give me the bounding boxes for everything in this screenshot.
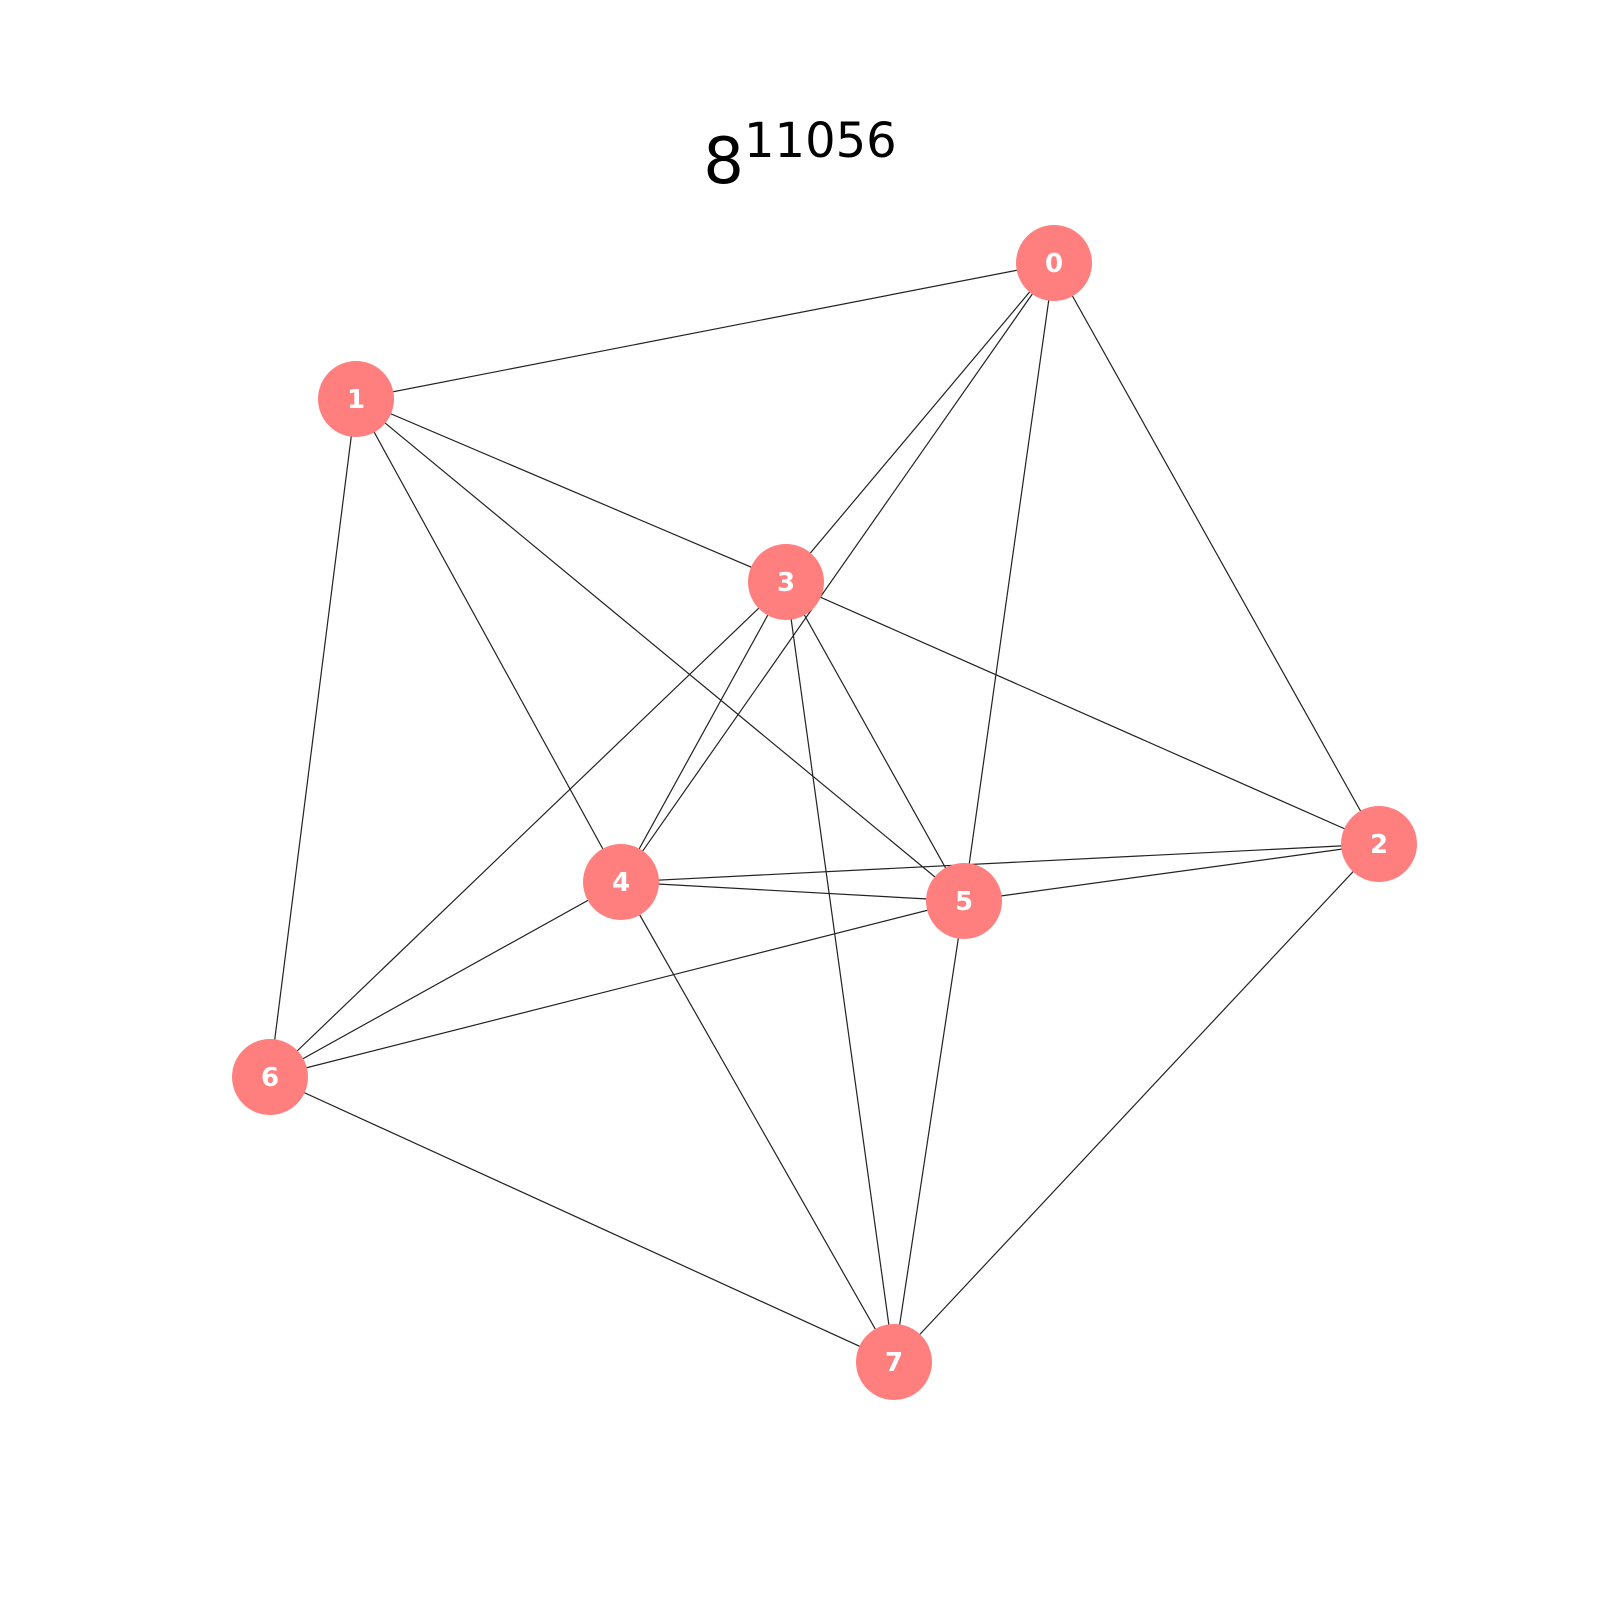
edge-0-2 [1053,262,1380,845]
edge-6-7 [269,1076,895,1363]
node-label-7: 7 [885,1348,903,1378]
edge-3-2 [785,581,1380,845]
edge-2-7 [893,843,1380,1363]
edge-5-2 [963,843,1380,902]
node-4: 4 [583,844,659,920]
node-circle-7 [856,1324,932,1400]
edge-0-4 [620,262,1055,883]
node-circle-6 [232,1039,308,1115]
edge-5-7 [893,900,965,1363]
graph-title: 811056 [703,113,896,199]
edge-3-6 [269,581,787,1078]
edge-3-7 [785,581,895,1363]
node-circle-2 [1341,806,1417,882]
edge-0-5 [963,262,1055,902]
edge-1-3 [355,398,787,583]
edge-4-7 [620,881,895,1363]
edge-1-6 [269,398,357,1078]
node-label-6: 6 [261,1063,279,1093]
edges-layer [269,262,1380,1363]
node-label-2: 2 [1370,830,1388,860]
node-circle-4 [583,844,659,920]
node-label-4: 4 [612,868,630,898]
edge-3-5 [785,581,965,902]
nodes-layer: 0 1 2 3 4 5 6 7 [232,225,1417,1400]
node-circle-1 [318,361,394,437]
edge-4-2 [620,843,1380,883]
edge-3-4 [620,581,787,883]
title-exponent: 11056 [744,113,897,169]
node-3: 3 [748,544,824,620]
node-5: 5 [926,863,1002,939]
edge-4-5 [620,881,965,902]
edge-4-6 [269,881,622,1078]
node-0: 0 [1016,225,1092,301]
node-7: 7 [856,1324,932,1400]
node-label-5: 5 [955,887,973,917]
edge-5-6 [269,900,965,1078]
node-2: 2 [1341,806,1417,882]
node-circle-5 [926,863,1002,939]
node-label-3: 3 [777,568,795,598]
node-label-0: 0 [1045,249,1063,279]
title-base: 8 [703,125,744,199]
edge-1-5 [355,398,965,902]
node-circle-0 [1016,225,1092,301]
node-label-1: 1 [347,385,365,415]
edge-1-4 [355,398,622,883]
node-6: 6 [232,1039,308,1115]
node-1: 1 [318,361,394,437]
edge-0-1 [355,262,1055,400]
edge-0-3 [785,262,1055,583]
node-circle-3 [748,544,824,620]
